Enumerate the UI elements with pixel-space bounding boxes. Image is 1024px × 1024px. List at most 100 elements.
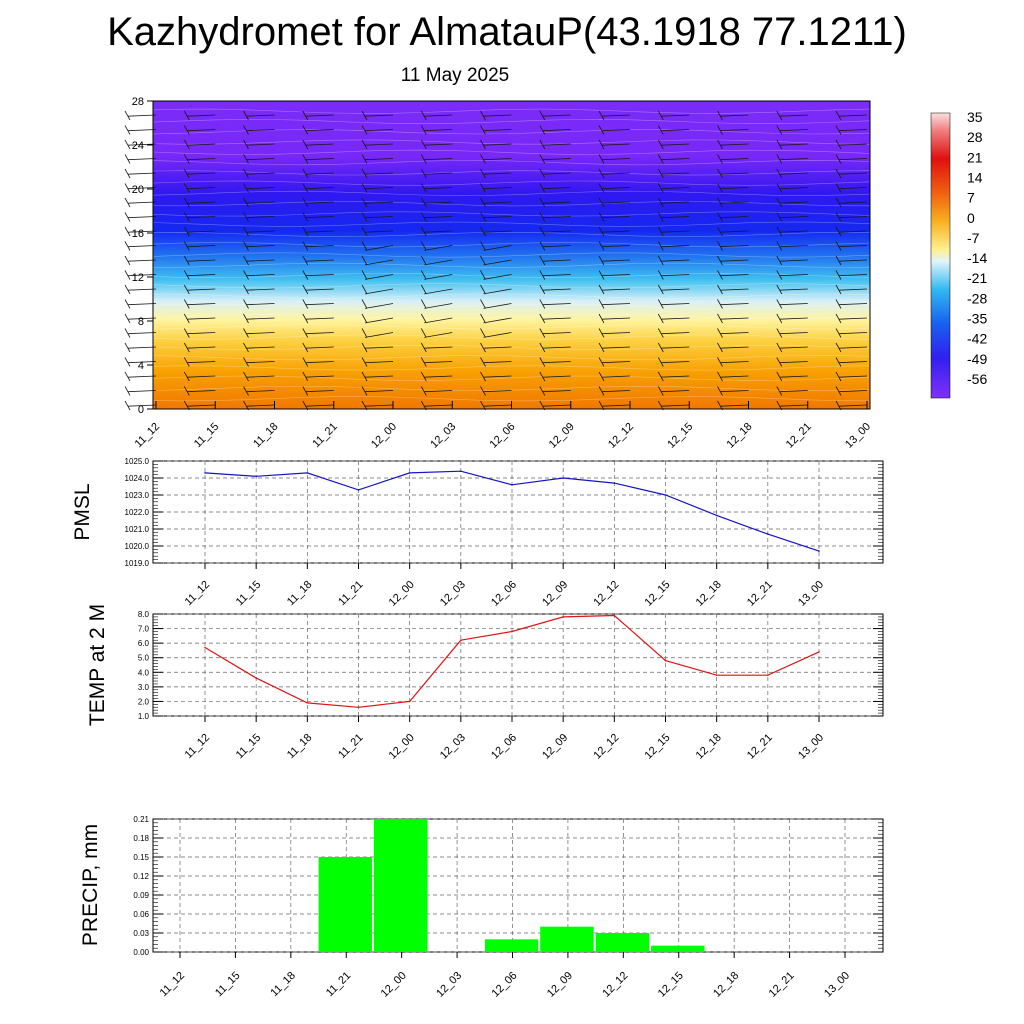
wind-barb [480, 241, 512, 251]
contour-line [152, 262, 871, 268]
contour-line [152, 190, 871, 196]
wind-barb [420, 371, 453, 382]
contour-line [152, 385, 871, 392]
wind-barb [717, 386, 749, 396]
x-tick-label: 12_06 [488, 421, 518, 451]
chart-subtitle: 11 May 2025 [400, 65, 510, 86]
data-point [715, 514, 718, 517]
wind-barb [183, 139, 216, 150]
wind-barb [835, 226, 868, 237]
contour-line [152, 272, 871, 279]
x-tick-label: 12_21 [784, 421, 814, 451]
contour-line [152, 231, 871, 238]
wind-barb [420, 313, 453, 324]
y-tick-label: 28 [132, 96, 144, 108]
wind-barb [717, 154, 749, 164]
wind-barb [717, 197, 749, 208]
x-tick-label: 12_03 [438, 579, 468, 609]
wind-barb [302, 125, 334, 135]
wind-barb [302, 342, 334, 353]
x-tick-label: 11_12 [183, 579, 213, 609]
data-point [460, 470, 462, 473]
wind-barb [657, 270, 690, 280]
x-tick-label: 12_21 [745, 732, 775, 762]
wind-barb [539, 110, 571, 121]
x-tick-label: 12_09 [545, 970, 575, 1000]
wind-barb [361, 226, 394, 237]
wind-barb [539, 342, 571, 353]
wind-barb [420, 154, 453, 164]
y-tick-label: 20 [132, 184, 144, 196]
wind-barb [539, 168, 571, 179]
wind-barb [717, 270, 749, 280]
wind-barb [776, 328, 808, 338]
data-point [408, 700, 411, 703]
y-axis-label: PMSL [71, 483, 94, 540]
wind-barb [717, 125, 749, 135]
colorbar-label: 0 [967, 210, 975, 226]
wind-barb [302, 139, 334, 150]
y-tick-label: 0.00 [133, 948, 149, 957]
wind-barb [302, 371, 334, 382]
colorbar-label: 14 [967, 169, 983, 185]
wind-barb [243, 299, 275, 309]
wind-barb [183, 154, 216, 164]
wind-barb [657, 125, 690, 135]
wind-barb [361, 299, 394, 309]
wind-barb [124, 139, 157, 150]
x-tick-label: 12_12 [606, 421, 636, 451]
wind-barb [657, 197, 690, 208]
wind-barb [539, 357, 571, 367]
wind-barb [835, 342, 868, 353]
contour-line [152, 221, 871, 227]
y-tick-label: 0 [138, 404, 144, 416]
y-tick-label: 0.09 [133, 891, 149, 900]
wind-barb [598, 386, 631, 396]
data-point [408, 472, 411, 474]
wind-barb [124, 313, 157, 324]
contour-line [152, 283, 871, 289]
x-tick-label: 12_06 [489, 732, 519, 762]
colorbar-label: -14 [967, 250, 987, 266]
wind-barb [243, 183, 275, 193]
wind-barb [657, 313, 690, 324]
wind-barb [539, 241, 571, 251]
wind-barb [124, 371, 157, 382]
precip-bar [318, 857, 372, 952]
contour-line [152, 201, 871, 207]
wind-barb [480, 197, 512, 208]
wind-barb [835, 154, 868, 164]
wind-barb [717, 226, 749, 237]
wind-barb [124, 154, 157, 164]
y-tick-label: 8 [138, 316, 144, 328]
wind-barb [598, 255, 631, 266]
wind-barb [361, 212, 394, 222]
wind-barb [539, 371, 571, 382]
y-tick-label: 1022.0 [125, 508, 150, 517]
wind-barb [539, 197, 571, 208]
wind-barb [598, 241, 631, 251]
y-tick-label: 16 [132, 228, 144, 240]
wind-barb [361, 328, 394, 338]
wind-barb [420, 284, 453, 295]
wind-barb [657, 255, 690, 266]
y-tick-label: 0.03 [133, 929, 149, 938]
wind-barb [717, 183, 749, 193]
data-point [767, 674, 769, 676]
wind-barb [124, 125, 157, 135]
wind-barb [657, 139, 690, 150]
x-tick-label: 11_21 [310, 421, 340, 451]
y-tick-label: 1.0 [138, 712, 150, 721]
wind-barb [835, 168, 868, 179]
wind-barb [598, 183, 631, 193]
wind-barb [835, 255, 868, 266]
data-point [664, 659, 667, 662]
wind-barb [598, 168, 631, 179]
wind-barb [243, 154, 275, 164]
y-tick-label: 5.0 [138, 654, 150, 663]
wind-barb [361, 386, 394, 396]
x-tick-label: 12_12 [591, 732, 621, 762]
wind-barb [183, 197, 216, 208]
wind-barb [361, 284, 394, 295]
